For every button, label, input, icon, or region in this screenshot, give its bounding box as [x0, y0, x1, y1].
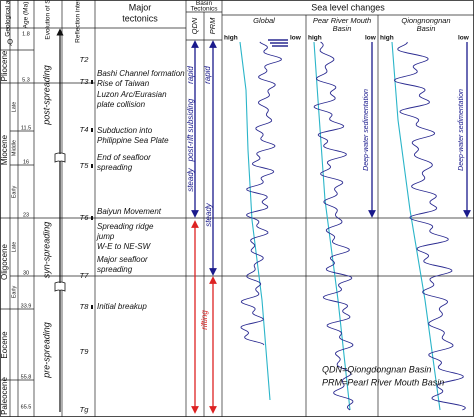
interface: T5 [80, 161, 90, 170]
basin-label: rapid [186, 66, 195, 84]
low: low [365, 35, 377, 42]
stage: syn-spreading [41, 222, 51, 279]
event: Spreading ridge [97, 222, 154, 231]
curve [239, 41, 271, 401]
subepoch: Late [11, 242, 17, 253]
event: spreading [97, 163, 133, 172]
basin-label: steady [186, 167, 195, 192]
subepoch: Middle [11, 140, 17, 156]
annotation: Deep-water sedimentation [458, 89, 465, 171]
high: high [224, 35, 238, 42]
curve [268, 39, 288, 47]
curve [240, 41, 283, 346]
event: jump [96, 232, 115, 241]
age: 1.8 [22, 31, 30, 37]
basin-label: steady [204, 202, 213, 227]
tick [91, 80, 93, 84]
interface: T7 [80, 271, 90, 280]
epoch: Miocene [0, 134, 9, 165]
header: Reflection interface [75, 0, 82, 43]
subepoch: Early [11, 185, 17, 198]
interface: T2 [80, 55, 90, 64]
header: Tectonics [190, 6, 218, 13]
epoch: Pliocene [0, 50, 9, 81]
tick [91, 305, 93, 309]
column-title: Qiongnongnan [401, 16, 450, 25]
event: spreading [97, 265, 133, 274]
tick [91, 164, 93, 168]
column-title: Pear River Mouth [313, 16, 371, 25]
curve [313, 41, 354, 411]
event: Luzon Arc/Eurasian [97, 90, 167, 99]
header: Evolution of SCS [45, 0, 52, 40]
header: Basin [196, 0, 213, 7]
low: low [458, 35, 470, 42]
event: End of seafloor [97, 153, 151, 162]
curve [391, 41, 441, 411]
stage: post-spreading [41, 65, 51, 126]
age: 55.8 [21, 374, 32, 380]
age: 16 [23, 159, 29, 165]
subepoch: Late [11, 102, 17, 113]
age: 33.9 [21, 303, 32, 309]
interface: T8 [80, 302, 90, 311]
basin-label: rifting [200, 310, 209, 330]
tick [91, 128, 93, 132]
event: Bashi Channel formation [97, 69, 185, 78]
high: high [380, 35, 394, 42]
high: high [308, 35, 322, 42]
epoch: Oligocene [0, 243, 9, 280]
curve [393, 41, 466, 411]
interface: T9 [80, 347, 90, 356]
event: Rise of Taiwan [97, 79, 150, 88]
event: Initial breakup [97, 302, 147, 311]
header: Age (Ma) [23, 2, 30, 29]
age: 5.3 [22, 77, 30, 83]
event: Baiyun Movement [97, 207, 162, 216]
interface: T3 [80, 77, 90, 86]
age: 30 [23, 270, 29, 276]
header: PRM [208, 17, 217, 34]
column-title: Global [253, 16, 275, 25]
subepoch: Early [11, 285, 17, 298]
low: low [290, 35, 302, 42]
column-title: Basin [417, 24, 436, 33]
basin-label: rapid [203, 66, 212, 84]
annotation: Deep-water sedimentation [363, 89, 370, 171]
header: tectonics [122, 13, 158, 23]
column-title: Basin [333, 24, 352, 33]
legend: QDN=Qiongdongnan Basin [322, 364, 431, 374]
header: Sea level changes [311, 2, 385, 12]
header: QDN [190, 17, 199, 34]
age: 23 [23, 212, 29, 218]
header: Geological age [5, 0, 12, 37]
stage: pre-spreading [41, 322, 51, 379]
icon [54, 281, 66, 292]
event: Philippine Sea Plate [97, 136, 169, 145]
age: 65.5 [21, 404, 32, 410]
interface: T4 [80, 125, 89, 134]
epoch: Q [7, 37, 13, 46]
interface: T6 [80, 213, 90, 222]
tick [91, 216, 93, 220]
curve [313, 41, 351, 411]
epoch: Eocene [0, 331, 9, 359]
basin-label: post-rift subsiding [186, 98, 195, 162]
age: 11.5 [21, 125, 31, 131]
icon [54, 152, 66, 163]
legend: PRM=Pearl River Mouth Basin [322, 377, 444, 387]
event: Subduction into [97, 126, 153, 135]
event: plate collision [96, 100, 146, 109]
interface: Tg [80, 405, 90, 414]
epoch: Paleocene [0, 377, 9, 415]
event: W-E to NE-SW [97, 242, 152, 251]
event: Major seafloor [97, 255, 148, 264]
header: Major [129, 2, 152, 12]
